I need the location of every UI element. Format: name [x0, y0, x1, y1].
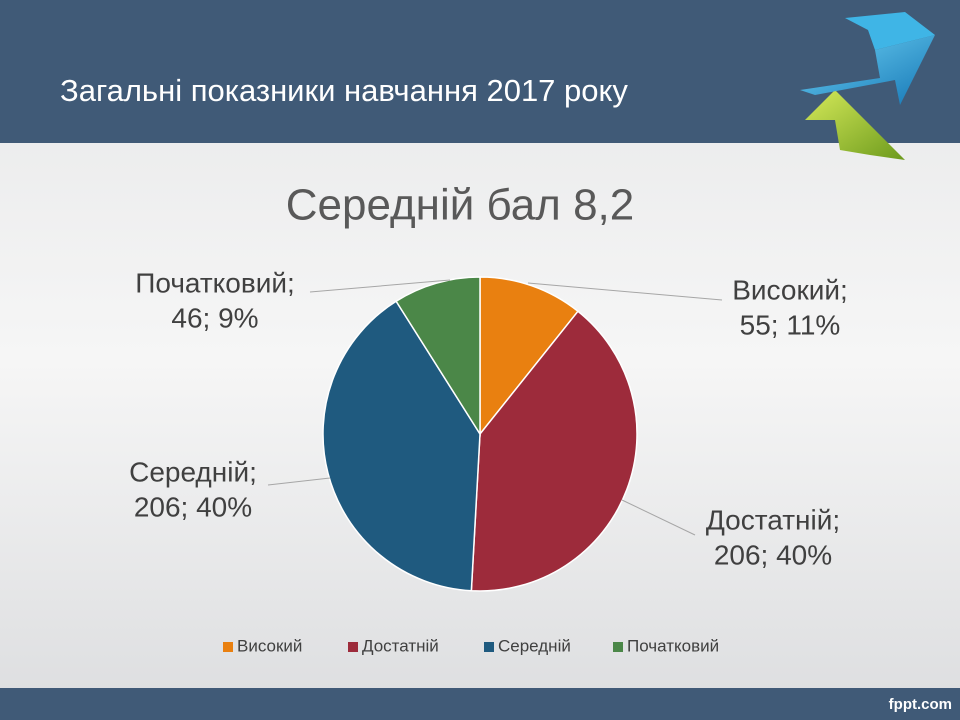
pie-slice [479, 276, 579, 437]
data-label: 206; 40% [134, 491, 252, 522]
data-label: 55; 11% [740, 309, 841, 340]
pie-slice [470, 310, 638, 592]
leader-line [267, 477, 331, 486]
plot-area: Високий; 55; 11% Достатній; 206; 40% Середні… [129, 267, 848, 655]
data-label-name: Високий; [732, 274, 848, 305]
legend-swatch [348, 642, 358, 652]
pie-slice [395, 276, 481, 437]
legend-swatch [223, 642, 233, 652]
data-label: 46; 9% [171, 302, 258, 333]
legend-swatch [484, 642, 494, 652]
legend-label: Середній [498, 636, 571, 655]
leader-line [309, 279, 451, 293]
legend-label: Достатній [362, 636, 439, 655]
data-label-name: Достатній; [706, 504, 840, 535]
data-label-name: Початковий; [135, 267, 295, 298]
legend-label: Початковий [627, 636, 719, 655]
leader-line [621, 499, 696, 536]
footer-brand: fppt.com [889, 696, 952, 713]
legend-swatch [613, 642, 623, 652]
data-label: 206; 40% [714, 539, 832, 570]
data-label-name: Середній; [129, 456, 257, 487]
legend-label: Високий [237, 636, 302, 655]
arrow-decoration [800, 12, 935, 160]
header-bar [0, 0, 960, 143]
chart-title: Середній бал 8,2 [286, 181, 635, 230]
leader-line [527, 282, 723, 301]
slide-title: Загальні показники навчання 2017 року [60, 73, 628, 108]
footer-bar [0, 688, 960, 720]
pie-slice [322, 300, 481, 592]
